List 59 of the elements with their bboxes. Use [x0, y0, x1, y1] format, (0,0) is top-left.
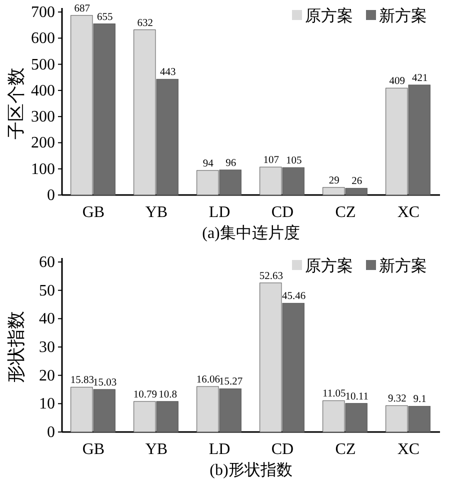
y-tick-label: 60 — [39, 254, 55, 271]
data-label: 10.8 — [158, 389, 178, 400]
data-label: 10.79 — [133, 389, 157, 400]
data-label: 105 — [286, 156, 302, 167]
x-tick-label: XC — [397, 204, 420, 221]
data-label: 9.1 — [413, 394, 426, 406]
legend-label: 新方案 — [379, 7, 427, 25]
y-tick-label: 50 — [39, 282, 55, 300]
data-label: 15.27 — [219, 376, 243, 388]
data-label: 45.46 — [282, 291, 306, 302]
y-tick-label: 400 — [31, 82, 55, 100]
data-label: 655 — [96, 12, 113, 23]
legend-label: 原方案 — [305, 257, 353, 275]
y-tick-label: 0 — [47, 187, 55, 204]
data-label: 409 — [389, 76, 406, 88]
x-tick-label: GB — [82, 204, 105, 221]
data-label: 421 — [412, 72, 428, 84]
x-tick-label: CZ — [335, 204, 356, 221]
data-label: 15.03 — [93, 377, 117, 388]
x-axis-title: (a)集中连片度 — [202, 224, 300, 242]
x-tick-label: CD — [271, 204, 294, 221]
data-label: 29 — [328, 175, 340, 186]
y-tick-label: 700 — [31, 4, 55, 21]
x-tick-label: GB — [82, 441, 105, 458]
y-axis-title: 子区个数 — [6, 68, 26, 140]
data-label: 9.32 — [388, 394, 406, 405]
y-tick-label: 20 — [39, 367, 55, 384]
data-label: 52.63 — [259, 270, 283, 282]
y-axis-title: 形状指数 — [6, 311, 26, 383]
x-tick-label: CZ — [335, 441, 356, 458]
data-label: 11.05 — [322, 388, 346, 400]
y-tick-label: 0 — [47, 424, 55, 441]
data-label: 443 — [160, 67, 176, 78]
data-label: 16.06 — [196, 374, 220, 386]
y-tick-label: 10 — [39, 396, 55, 413]
x-tick-label: LD — [208, 204, 230, 221]
data-label: 94 — [202, 158, 214, 170]
legend-label: 原方案 — [305, 7, 353, 25]
data-label: 687 — [74, 3, 90, 14]
x-tick-label: XC — [397, 441, 420, 458]
x-axis-title: (b)形状指数 — [210, 461, 292, 479]
data-label: 10.11 — [345, 391, 368, 402]
legend-label: 新方案 — [379, 257, 427, 275]
y-tick-label: 200 — [31, 134, 55, 152]
x-tick-label: YB — [145, 204, 168, 221]
y-tick-label: 30 — [39, 339, 55, 356]
y-tick-label: 100 — [31, 160, 55, 178]
y-tick-label: 600 — [31, 30, 55, 48]
data-label: 632 — [137, 18, 154, 29]
y-tick-label: 300 — [31, 108, 55, 126]
y-tick-label: 500 — [31, 56, 55, 74]
x-tick-label: YB — [145, 441, 168, 458]
y-tick-label: 40 — [39, 310, 55, 328]
data-label: 15.83 — [70, 375, 94, 386]
x-tick-label: CD — [271, 441, 294, 458]
data-label: 26 — [352, 176, 362, 188]
data-label: 107 — [263, 155, 280, 166]
x-tick-label: LD — [208, 441, 230, 458]
data-label: 96 — [226, 158, 236, 169]
